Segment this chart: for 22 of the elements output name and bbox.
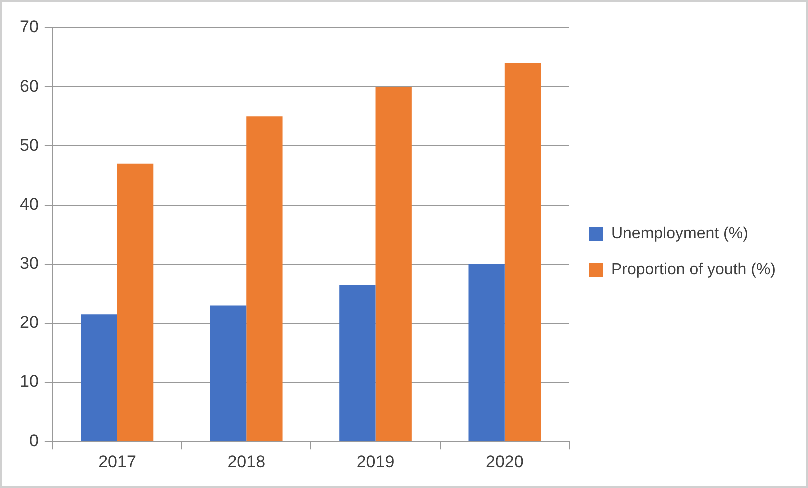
- bar: [117, 164, 154, 442]
- y-tick-label: 0: [29, 431, 39, 450]
- legend-label: Unemployment (%): [611, 225, 748, 242]
- x-tick-label: 2019: [356, 452, 395, 472]
- bar: [210, 306, 247, 442]
- x-tick-label: 2020: [486, 452, 524, 472]
- bar: [81, 314, 118, 442]
- bar: [504, 63, 542, 442]
- y-tick-label: 60: [20, 76, 39, 96]
- bar: [468, 264, 505, 442]
- y-tick-label: 10: [20, 372, 39, 392]
- legend-label: Proportion of youth (%): [611, 261, 776, 278]
- bar: [376, 87, 412, 442]
- bar: [246, 116, 283, 442]
- y-tick-label: 70: [20, 18, 39, 37]
- x-tick-label: 2018: [228, 452, 266, 472]
- y-tick-label: 50: [20, 136, 39, 155]
- y-tick-label: 40: [20, 194, 39, 214]
- bar: [340, 285, 376, 442]
- y-tick-label: 30: [20, 254, 39, 274]
- y-tick-label: 20: [20, 313, 39, 332]
- x-tick-label: 2017: [98, 452, 136, 472]
